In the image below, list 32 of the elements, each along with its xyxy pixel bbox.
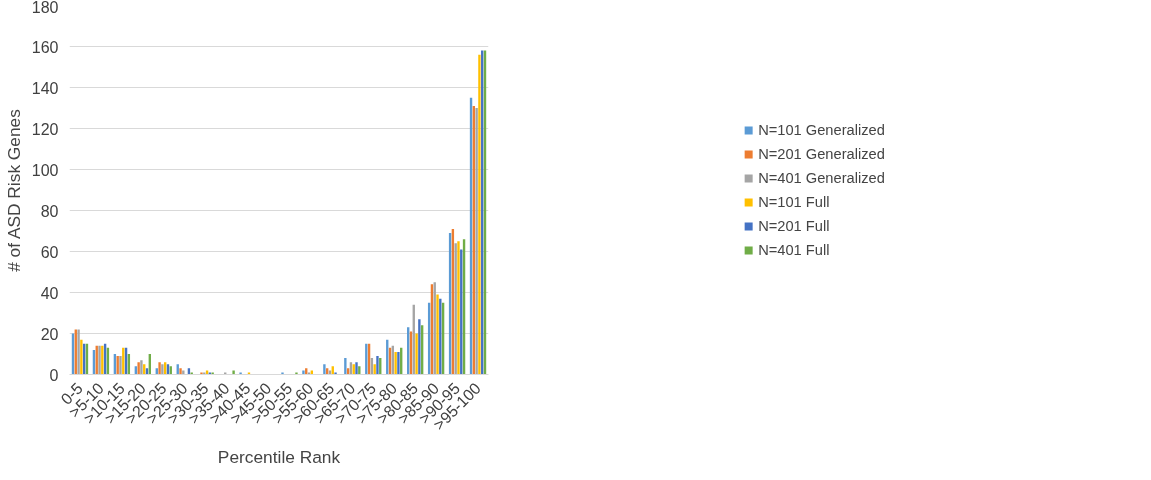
y-tick-label: 40 [40, 284, 59, 302]
bar [232, 370, 235, 375]
legend-label: N=201 Generalized [758, 145, 885, 162]
bar [418, 319, 421, 375]
bar [295, 372, 298, 375]
y-tick-label: 160 [31, 38, 59, 56]
bar [373, 364, 376, 375]
legend-label: N=101 Full [758, 193, 830, 210]
bar [436, 294, 439, 375]
y-tick-label: 60 [40, 243, 59, 261]
y-tick-label: 140 [31, 79, 59, 97]
bar [80, 339, 83, 375]
bar [323, 364, 326, 375]
y-tick-label: 100 [31, 161, 59, 179]
legend-label: N=401 Generalized [758, 169, 885, 186]
bar [478, 54, 481, 375]
bar [239, 372, 242, 375]
y-tick-label: 120 [31, 120, 59, 138]
legend-label: N=101 Generalized [758, 121, 885, 138]
legend-label: N=401 Full [758, 241, 830, 258]
y-axis-title: # of ASD Risk Genes [3, 108, 24, 272]
x-axis-title: Percentile Rank [217, 447, 341, 468]
y-tick-label: 0 [49, 366, 59, 384]
bar [415, 333, 418, 375]
bar [334, 372, 337, 375]
y-tick-label: 80 [40, 202, 59, 220]
bar [281, 372, 284, 375]
bar [439, 298, 442, 375]
y-tick-label: 20 [40, 325, 59, 343]
y-tick-label: 180 [31, 0, 59, 16]
legend-label: N=201 Full [758, 217, 830, 234]
bar [344, 358, 347, 375]
